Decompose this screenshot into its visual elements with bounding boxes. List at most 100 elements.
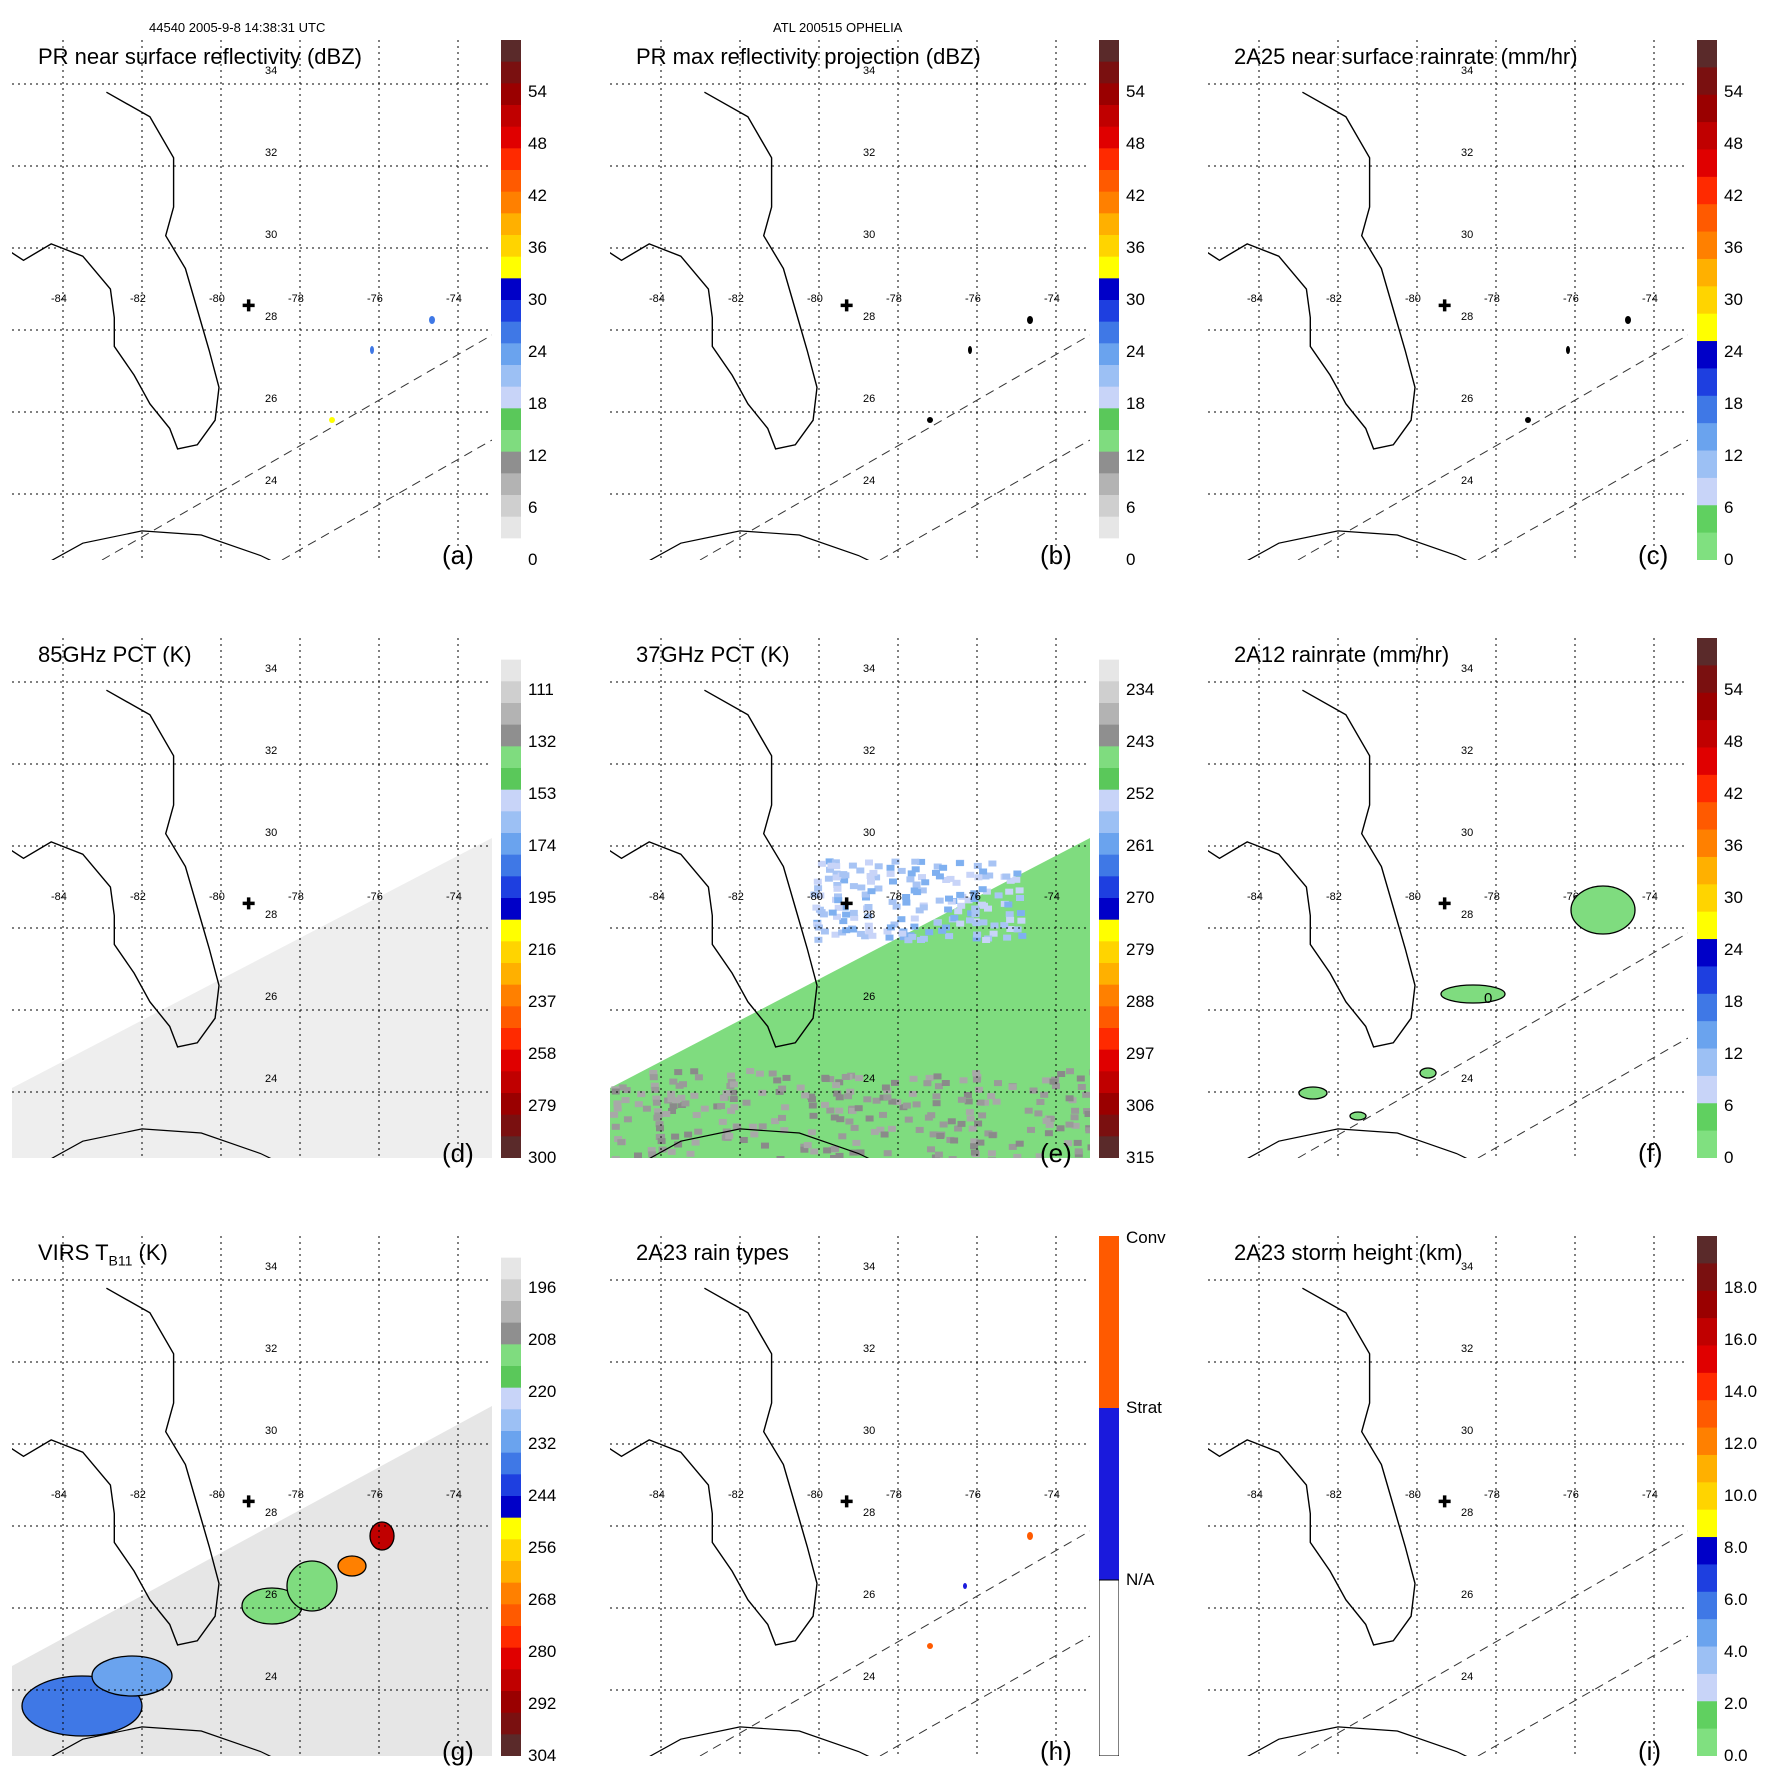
- colorbar-segment: [1099, 278, 1119, 301]
- graticule: 34 32 30 28 26 24 -84 -82 -80 -78 -76 -74: [12, 638, 492, 1158]
- pixel: [634, 1101, 643, 1108]
- pixel: [1024, 1107, 1033, 1114]
- pixel: [994, 892, 1003, 899]
- pixel: [971, 911, 980, 918]
- lat-label: 28: [265, 909, 277, 921]
- lon-label: -74: [1044, 1489, 1060, 1501]
- pixel: [864, 922, 873, 929]
- precip-cell: [429, 316, 435, 324]
- precip-cell: [337, 1555, 367, 1577]
- plus-icon: [1438, 897, 1451, 910]
- pixel: [835, 1094, 844, 1101]
- pixel: [719, 1095, 728, 1102]
- pixel: [945, 895, 953, 902]
- pixel: [1042, 1117, 1051, 1124]
- precip-cell: [1349, 1111, 1367, 1121]
- pixel: [861, 933, 870, 940]
- lon-label: -80: [807, 1489, 823, 1501]
- pixel: [654, 1112, 663, 1119]
- pixel: [842, 911, 851, 918]
- pixel: [814, 936, 823, 943]
- pixel: [929, 1131, 938, 1138]
- colorbar-tick-label: 0: [528, 550, 538, 569]
- pixel: [915, 1126, 924, 1133]
- pixel: [611, 1156, 620, 1158]
- pixel: [832, 870, 841, 877]
- pixel: [810, 1148, 819, 1155]
- lat-label: 34: [265, 1261, 277, 1273]
- colorbar-segment: [1099, 1028, 1119, 1051]
- panel-title: 85GHz PCT (K): [38, 642, 192, 667]
- colorbar-segment: [501, 1366, 521, 1389]
- pixel: [808, 1096, 816, 1103]
- colorbar-segment: [501, 854, 521, 877]
- colorbar-ticks: Conv Strat N/A: [1126, 1228, 1196, 1756]
- pixel: [835, 1152, 844, 1158]
- colorbar-segment: [501, 1279, 521, 1302]
- lon-label: -82: [130, 891, 146, 903]
- pixel: [1027, 1126, 1035, 1133]
- pixel: [881, 1084, 890, 1091]
- pixel: [965, 1109, 974, 1116]
- colorbar-tick-label: 54: [1724, 82, 1743, 101]
- pixel: [691, 1139, 700, 1146]
- pixel: [963, 1092, 972, 1098]
- colorbar-tick-label: 220: [528, 1382, 557, 1401]
- pixel: [936, 1133, 945, 1139]
- pixel: [966, 1115, 975, 1122]
- panel-title: 37GHz PCT (K): [636, 642, 790, 667]
- pixel: [966, 917, 974, 924]
- colorbar-segment: [501, 516, 521, 539]
- pixel: [623, 1116, 632, 1123]
- colorbar-segment: [501, 1344, 521, 1367]
- pixel: [1042, 1077, 1051, 1084]
- map-h: 34 32 30 28 26 24 -84 -82 -80 -78 -76 -74: [610, 1236, 1090, 1756]
- pixel: [957, 902, 966, 909]
- pixel: [910, 923, 919, 930]
- pixel: [833, 882, 842, 888]
- colorbar-segment: [1697, 1537, 1717, 1565]
- pixel: [1008, 1143, 1017, 1150]
- pixel: [834, 904, 843, 911]
- colorbar-segment: [501, 1049, 521, 1072]
- pixel: [883, 928, 892, 935]
- pixel: [1029, 1087, 1038, 1094]
- pixel: [865, 859, 873, 866]
- plus-icon: [242, 1495, 255, 1508]
- panel-b: 34 32 30 28 26 24 -84 -82 -80 -78 -76 -74 PR max re…: [610, 40, 1190, 580]
- plus-icon: [840, 1495, 853, 1508]
- lon-label: -84: [51, 1489, 67, 1501]
- graticule: 34 32 30 28 26 24 -84 -82 -80 -78 -76 -74: [1208, 1236, 1688, 1756]
- pixel: [944, 906, 953, 913]
- pixel: [955, 860, 964, 867]
- graticule: 34 32 30 28 26 24 -84 -82 -80 -78 -76 -74: [610, 638, 1090, 1158]
- colorbar: [501, 1236, 521, 1756]
- coastline-cuba: [51, 530, 272, 560]
- pixel: [648, 1151, 657, 1158]
- colorbar-tick-label: 54: [1724, 680, 1743, 699]
- colorbar-segment: [1697, 1454, 1717, 1483]
- lat-label: 28: [1461, 311, 1473, 323]
- colorbar-segment: [1099, 495, 1119, 518]
- plus-icon: [1438, 299, 1451, 312]
- map-d: 34 32 30 28 26 24 -84 -82 -80 -78 -76 -74: [12, 638, 492, 1158]
- pixel: [694, 1074, 703, 1081]
- colorbar-segment: [1099, 833, 1119, 856]
- lon-label: -76: [965, 293, 981, 305]
- colorbar: [501, 40, 521, 560]
- pixel: [959, 1077, 968, 1084]
- pixel: [917, 858, 926, 865]
- pixel: [817, 909, 826, 916]
- lat-label: 34: [863, 65, 875, 77]
- pixel: [946, 875, 955, 882]
- colorbar-segment: [501, 1409, 521, 1432]
- pixel: [867, 888, 876, 895]
- pixel: [897, 867, 906, 874]
- colorbar-segment: [1099, 1071, 1119, 1094]
- panel-title: 2A25 near surface rainrate (mm/hr): [1234, 44, 1578, 69]
- pixel: [933, 1073, 942, 1080]
- pixel: [842, 927, 851, 934]
- colorbar-tick-label: 48: [528, 134, 547, 153]
- pixel: [758, 1123, 767, 1130]
- lat-label: 24: [265, 475, 277, 487]
